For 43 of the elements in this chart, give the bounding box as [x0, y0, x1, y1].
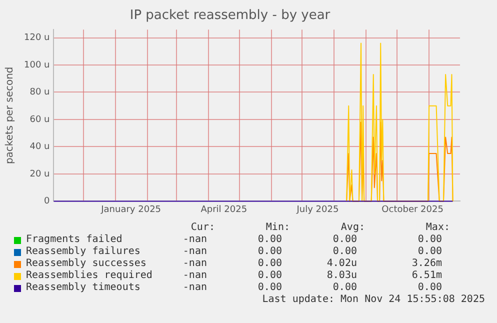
x-tick-label: October 2025 — [382, 204, 444, 215]
text: 0.00 — [416, 282, 442, 293]
legend-label: Reassembly timeouts — [26, 282, 140, 294]
text: 0.00 — [332, 246, 357, 257]
text: Cur: — [190, 222, 215, 233]
text: 0.00 — [258, 258, 282, 269]
text: 3.26m — [410, 258, 442, 269]
chart-title: IP packet reassembly - by year — [130, 8, 331, 24]
y-tick-label: 80 u — [30, 88, 50, 98]
text: 8.03u — [326, 270, 357, 281]
legend-label: Fragments failed — [26, 234, 122, 246]
text: -nan — [182, 282, 207, 293]
text: 0.00 — [258, 246, 282, 257]
text: Max: — [424, 222, 450, 233]
legend-label: Reassembly failures — [26, 246, 140, 258]
x-tick-label: January 2025 — [100, 204, 162, 215]
y-tick-label: 0 — [44, 196, 50, 207]
x-tick-label: April 2025 — [200, 204, 248, 215]
x-tick-label: July 2025 — [296, 204, 339, 215]
text: -nan — [182, 258, 207, 269]
text: 0.00 — [258, 234, 282, 245]
text: 4.02u — [326, 258, 357, 269]
text: Avg: — [340, 222, 365, 233]
y-axis-title: packets per second — [4, 66, 16, 164]
y-tick-label: 20 u — [30, 169, 50, 180]
text: 0.00 — [258, 282, 282, 293]
y-tick-label: 40 u — [30, 142, 50, 152]
text: 6.51m — [410, 270, 442, 281]
text: 0.00 — [332, 234, 357, 245]
text: 0.00 — [332, 282, 357, 293]
text: -nan — [182, 270, 207, 281]
text: 0.00 — [416, 246, 442, 257]
text: 0.00 — [258, 270, 282, 281]
legend-label: Reassembly successes — [26, 258, 146, 270]
text: 0.00 — [416, 234, 442, 245]
text: Min: — [266, 222, 290, 233]
legend-label: Reassemblies required — [26, 270, 152, 282]
text: -nan — [182, 246, 207, 257]
y-tick-label: 120 u — [24, 33, 50, 44]
y-tick-label: 60 u — [30, 114, 50, 125]
text: -nan — [182, 234, 207, 245]
y-tick-label: 100 u — [24, 60, 50, 70]
text: Last update: Mon Nov 24 15:55:08 2025 — [262, 294, 485, 305]
